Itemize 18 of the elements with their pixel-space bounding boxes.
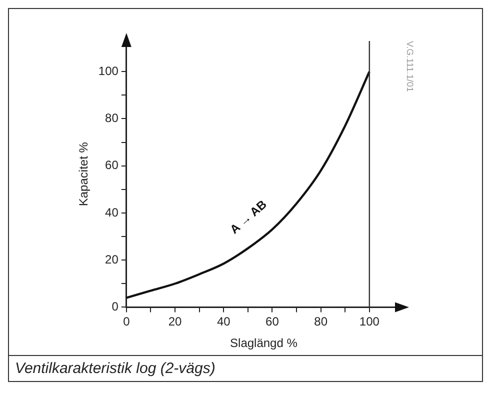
x-tick-label: 0 — [123, 314, 130, 329]
line-series — [126, 70, 371, 299]
x-axis-title: Slaglängd % — [230, 336, 298, 350]
x-tick-label: 100 — [359, 314, 380, 329]
y-tick-label: 0 — [112, 300, 119, 314]
x-tick-label: 60 — [266, 314, 280, 329]
x-tick-label: 80 — [314, 314, 328, 329]
y-tick-label: 40 — [105, 205, 119, 220]
x-tick-label: 20 — [168, 314, 182, 329]
annotation: A → AB — [227, 197, 270, 237]
y-tick-label: 20 — [105, 252, 119, 266]
text: Ventilkarakteristik log (2-vägs) — [9, 355, 482, 381]
y-tick-label: 80 — [105, 111, 119, 126]
x-tick-label: 40 — [216, 314, 231, 329]
y-axis-title: Kapacitet % — [76, 142, 91, 206]
text: V.G.111.1/01 — [405, 41, 416, 92]
y-tick-label: 60 — [105, 158, 119, 172]
y-tick-label: 100 — [98, 64, 119, 78]
